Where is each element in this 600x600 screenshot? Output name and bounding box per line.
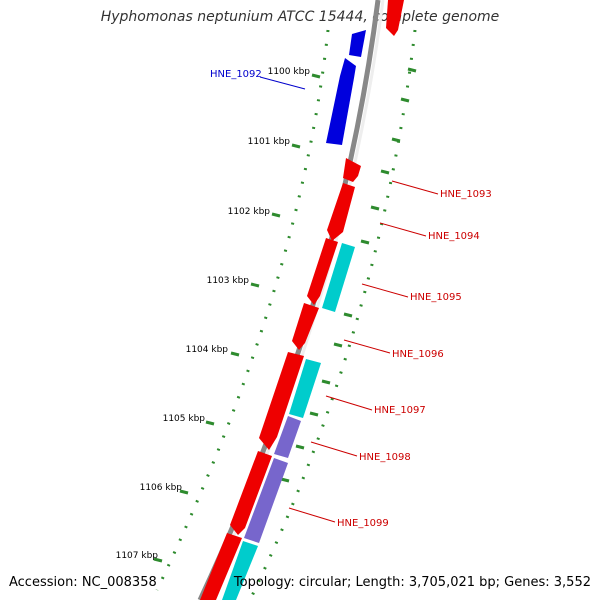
leader-hne-1098 — [310, 441, 358, 457]
ruler-outer-tick-9 — [309, 411, 319, 417]
gene-feature-hne-1096[interactable] — [292, 303, 319, 350]
gene-feature-hne-1099-other[interactable] — [244, 458, 288, 543]
ruler-outer-tick-8 — [321, 379, 331, 385]
leader-hne-1093 — [391, 180, 439, 195]
gene-label-hne-1092[interactable]: HNE_1092 — [210, 69, 262, 80]
leader-hne-1094 — [379, 222, 427, 237]
ruler-tick-0 — [311, 73, 321, 79]
gene-label-leaders — [259, 76, 439, 523]
leader-hne-1096 — [343, 339, 391, 354]
gene-feature-reverse-small[interactable] — [349, 30, 366, 57]
topology-text: Topology: circular; Length: 3,705,021 bp… — [233, 575, 591, 590]
gene-features — [200, 0, 404, 600]
gene-label-hne-1097[interactable]: HNE_1097 — [374, 405, 426, 416]
ruler-tick-label-1: 1101 kbp — [248, 137, 291, 147]
gene-feature-hne-1093[interactable] — [343, 158, 361, 182]
ruler-outer-track — [248, 29, 417, 600]
ruler-outer-tick-6 — [343, 312, 353, 318]
leader-hne-1092 — [259, 76, 306, 90]
leader-hne-1099 — [288, 507, 336, 523]
ruler-outer-tick-0 — [407, 67, 417, 73]
gene-feature-hne-1095-rna[interactable] — [322, 243, 355, 312]
ruler-tick-label-4: 1104 kbp — [186, 345, 229, 355]
gene-feature-hne-1099-forward[interactable] — [230, 451, 272, 535]
gene-label-hne-1096[interactable]: HNE_1096 — [392, 349, 444, 360]
ruler-tick-7 — [153, 557, 163, 563]
gene-feature-hne-1094[interactable] — [327, 183, 355, 241]
ruler-tick-5 — [205, 420, 215, 426]
ruler-tick-label-6: 1106 kbp — [140, 483, 183, 493]
ruler-tick-4 — [230, 351, 240, 357]
gene-feature-hne-1095-forward[interactable] — [307, 238, 338, 305]
ruler-outer-tick-1 — [400, 97, 410, 103]
leader-hne-1097 — [325, 395, 373, 411]
ruler-outer-tick-3 — [380, 169, 390, 175]
ruler-outer-tick-11 — [280, 477, 290, 483]
ruler-tick-label-7: 1107 kbp — [116, 551, 159, 561]
gene-label-hne-1093[interactable]: HNE_1093 — [440, 189, 492, 200]
gene-label-hne-1098[interactable]: HNE_1098 — [359, 452, 411, 463]
gene-feature-hne-1098[interactable] — [274, 416, 301, 458]
gene-feature-bottom-rna[interactable] — [222, 541, 258, 600]
ruler-ticks — [153, 67, 417, 563]
ruler-outer-tick-2 — [391, 137, 401, 143]
ruler-tick-label-3: 1103 kbp — [207, 276, 250, 286]
gene-labels: HNE_1092 HNE_1093 HNE_1094 HNE_1095 HNE_… — [210, 69, 492, 529]
ruler-tick-3 — [250, 282, 260, 288]
ruler-tick-label-5: 1105 kbp — [163, 414, 206, 424]
ruler-tick-labels: 1100 kbp 1101 kbp 1102 kbp 1103 kbp 1104 kbp… — [116, 67, 311, 561]
ruler-outer-tick-4 — [370, 205, 380, 211]
ruler-outer-tick-5 — [360, 239, 370, 245]
gene-label-hne-1095[interactable]: HNE_1095 — [410, 292, 462, 303]
ruler-tick-label-2: 1102 kbp — [228, 207, 271, 217]
ruler-tick-1 — [291, 143, 301, 149]
gene-feature-hne-1097-forward[interactable] — [259, 352, 304, 450]
ruler-tick-6 — [179, 489, 189, 495]
gene-feature-hne-1097-rna[interactable] — [289, 359, 321, 418]
gene-label-hne-1094[interactable]: HNE_1094 — [428, 231, 480, 242]
accession-text: Accession: NC_008358 — [9, 575, 157, 590]
ruler-tick-label-0: 1100 kbp — [268, 67, 311, 77]
gene-feature-hne-1092[interactable] — [326, 58, 356, 145]
leader-hne-1095 — [361, 283, 409, 298]
gene-feature-bottom-forward[interactable] — [200, 533, 242, 600]
ruler-tick-2 — [271, 212, 281, 218]
gene-feature-top-forward[interactable] — [386, 0, 404, 36]
ruler-outer-tick-10 — [295, 444, 305, 450]
ruler-outer-tick-7 — [333, 342, 343, 348]
gene-label-hne-1099[interactable]: HNE_1099 — [337, 518, 389, 529]
